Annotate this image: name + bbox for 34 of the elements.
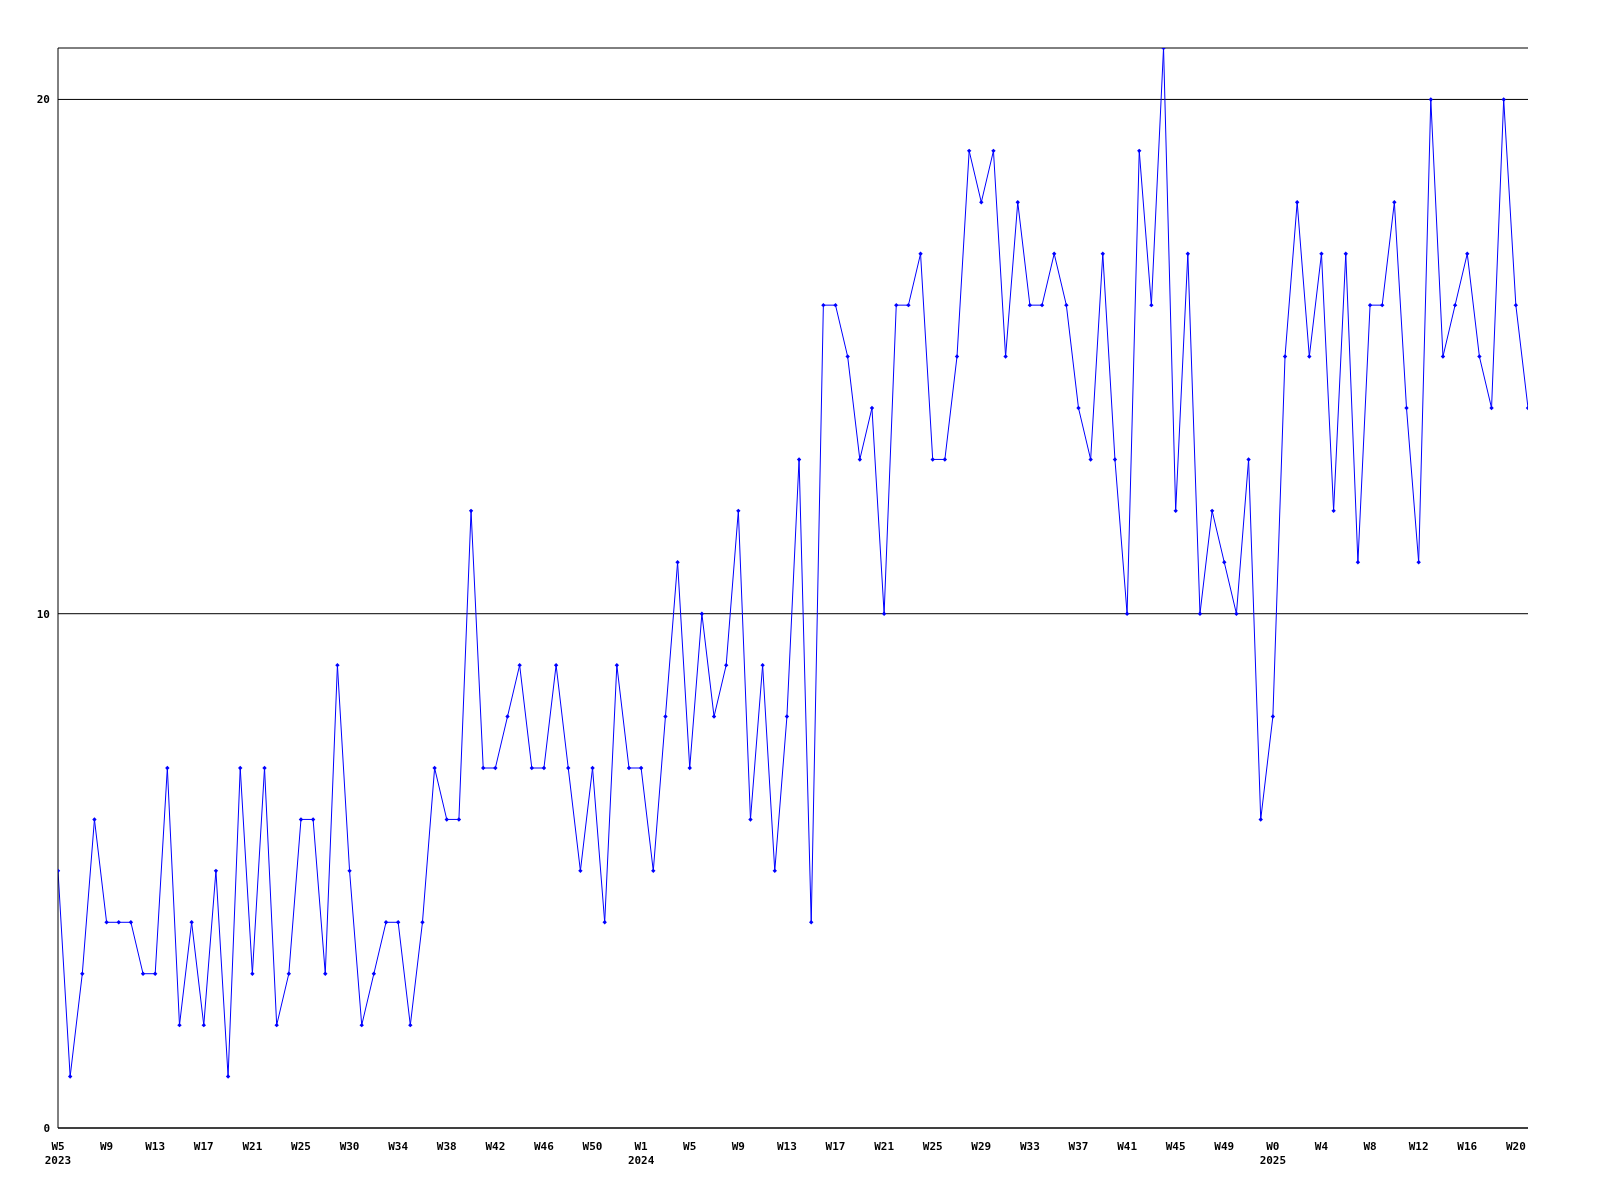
x-tick-label: W13 <box>776 1140 797 1153</box>
x-tick-label: W0 2025 <box>1259 1140 1287 1167</box>
y-tick-label: 10 <box>36 607 50 621</box>
x-tick-label: W30 <box>339 1140 360 1153</box>
x-tick-label: W50 <box>582 1140 603 1153</box>
x-tick-label: W1 2024 <box>627 1140 655 1167</box>
x-tick-label: W20 <box>1505 1140 1526 1153</box>
x-tick-label: W17 <box>825 1140 846 1153</box>
x-tick-label: W37 <box>1068 1140 1089 1153</box>
x-tick-label: W5 2023 <box>44 1140 72 1167</box>
x-tick-label: W4 <box>1314 1140 1329 1153</box>
x-tick-label: W16 <box>1457 1140 1478 1153</box>
x-tick-label: W42 <box>485 1140 506 1153</box>
x-tick-label: W41 <box>1117 1140 1138 1153</box>
x-tick-label: W46 <box>534 1140 555 1153</box>
x-tick-label: W21 <box>242 1140 263 1153</box>
x-tick-label: W9 <box>99 1140 114 1153</box>
y-tick-label: 0 <box>43 1121 50 1135</box>
x-tick-label: W13 <box>145 1140 166 1153</box>
x-tick-label: W25 <box>291 1140 311 1153</box>
x-tick-label: W38 <box>436 1140 457 1153</box>
x-tick-label: W12 <box>1408 1140 1429 1153</box>
x-tick-label: W5 <box>683 1140 697 1153</box>
x-tick-label: W17 <box>193 1140 214 1153</box>
x-tick-label: W25 <box>922 1140 943 1153</box>
x-tick-label: W8 <box>1363 1140 1377 1153</box>
x-tick-label: W49 <box>1214 1140 1235 1153</box>
x-tick-label: W34 <box>388 1140 409 1153</box>
x-tick-label: W21 <box>874 1140 895 1153</box>
x-tick-label: W29 <box>971 1140 992 1153</box>
x-tick-label: W9 <box>731 1140 745 1153</box>
y-tick-label: 20 <box>36 93 50 107</box>
x-tick-label: W33 <box>1019 1140 1040 1153</box>
x-tick-label: W45 <box>1165 1140 1186 1153</box>
